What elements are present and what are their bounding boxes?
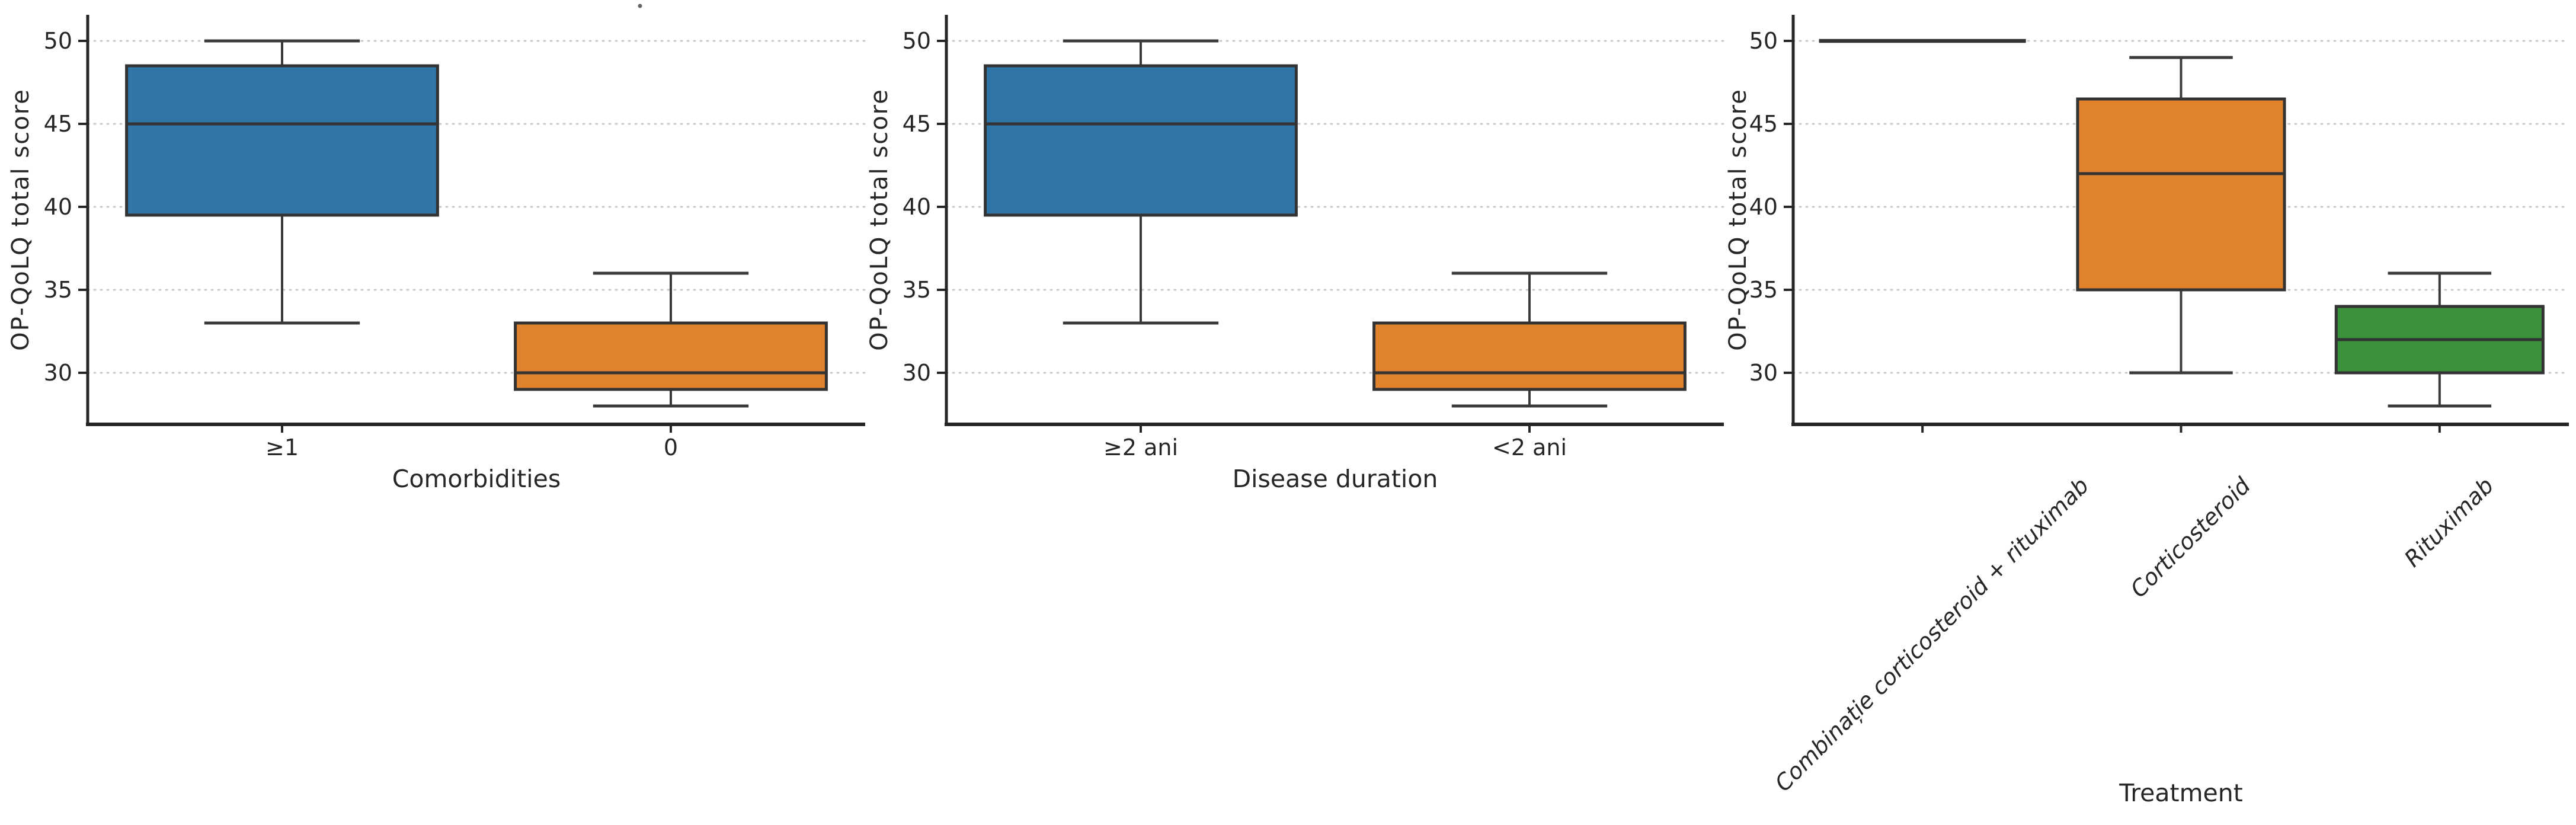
x-axis-label: Treatment	[2119, 779, 2243, 807]
y-tick-label: 50	[44, 28, 72, 54]
box-2	[514, 271, 828, 408]
y-axis-label: OP-QoLQ total score	[1724, 88, 1752, 351]
x-axis-label: Comorbidities	[392, 465, 561, 493]
box-2	[2076, 56, 2286, 375]
y-tick-label: 30	[1749, 360, 1778, 386]
iqr-box	[514, 321, 828, 391]
y-tick-label: 45	[903, 111, 931, 137]
iqr-box	[125, 64, 439, 217]
y-tick-label: 40	[44, 194, 72, 220]
y-tick-label: 35	[1749, 277, 1778, 303]
y-tick-label: 50	[1749, 28, 1778, 54]
box-1	[984, 39, 1298, 325]
x-tick-label: <2 ani	[1492, 434, 1567, 461]
iqr-box	[2076, 97, 2286, 292]
box-1	[125, 39, 439, 325]
stray-mark	[638, 4, 642, 8]
iqr-box	[1372, 321, 1687, 391]
x-tick-label: Combinație corticosteroid + rituximab	[1770, 472, 2094, 797]
panel-treatment: 30 35 40 45 50 OP-QoLQ total score Combinație …	[1724, 15, 2570, 807]
y-tick-label: 45	[1749, 111, 1778, 137]
y-tick-label: 40	[903, 194, 931, 220]
iqr-box	[984, 64, 1298, 217]
y-tick-label: 35	[44, 277, 72, 303]
panel-disease-duration: 30 35 40 45 50 OP-QoLQ total score ≥2 ani <2 an…	[866, 15, 1725, 493]
y-axis-label: OP-QoLQ total score	[7, 88, 34, 351]
x-axis-label: Disease duration	[1233, 465, 1438, 493]
y-tick-label: 45	[44, 111, 72, 137]
y-axis-label: OP-QoLQ total score	[866, 88, 893, 351]
y-tick-label: 50	[903, 28, 931, 54]
y-tick-label: 30	[44, 360, 72, 386]
box-3	[2334, 271, 2545, 408]
x-tick-label: ≥2 ani	[1103, 434, 1178, 461]
box-2	[1372, 271, 1687, 408]
x-tick-label: ≥1	[265, 434, 299, 461]
y-tick-label: 35	[903, 277, 931, 303]
panel-comorbidities: 30 35 40 45 50 OP-QoLQ total score ≥1 0 Comorbid…	[7, 15, 866, 493]
x-tick-label: 0	[664, 434, 678, 461]
y-tick-label: 40	[1749, 194, 1778, 220]
x-tick-label: Corticosteroid	[2125, 472, 2255, 603]
x-tick-label: Rituximab	[2399, 472, 2499, 572]
y-tick-label: 30	[903, 360, 931, 386]
